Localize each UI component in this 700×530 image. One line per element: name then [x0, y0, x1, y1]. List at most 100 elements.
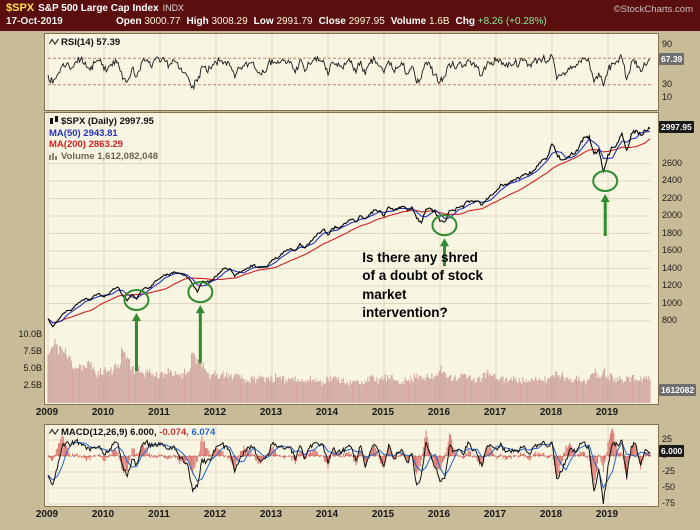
volume-bar	[308, 379, 310, 403]
volume-bar	[391, 374, 393, 403]
volume-bar	[233, 377, 235, 403]
volume-bar	[277, 377, 279, 403]
volume-bar	[515, 377, 517, 403]
volume-bar	[116, 367, 118, 403]
macd-histogram-bar	[275, 450, 276, 456]
volume-bar	[648, 375, 650, 403]
volume-bar	[125, 359, 127, 403]
macd-histogram-bar	[460, 456, 462, 457]
volume-bar	[416, 373, 418, 403]
rsi-legend-label: RSI(14) 57.39	[61, 37, 121, 48]
volume-bar	[485, 378, 487, 403]
volume-axis-tick: 7.5B	[23, 346, 42, 356]
macd-histogram-bar	[594, 456, 596, 480]
volume-bar	[461, 374, 463, 403]
macd-histogram-bar	[58, 443, 59, 456]
macd-histogram-bar	[283, 456, 285, 459]
macd-histogram-bar	[62, 436, 64, 456]
macd-histogram-bar	[76, 453, 78, 456]
macd-histogram-bar	[625, 456, 626, 471]
macd-histogram-bar	[514, 454, 516, 456]
volume-bar	[405, 380, 407, 403]
volume-bar	[203, 368, 205, 403]
volume-bar	[298, 381, 300, 403]
volume-bar	[637, 381, 639, 403]
macd-histogram-bar	[467, 449, 469, 456]
macd-histogram-bar	[341, 456, 343, 457]
volume-current-badge: 1612082	[659, 384, 697, 396]
volume-bar	[381, 376, 383, 403]
macd-histogram-bar	[315, 451, 317, 456]
volume-bar	[566, 377, 568, 403]
macd-histogram-bar	[210, 454, 212, 456]
macd-histogram-bar	[100, 456, 101, 457]
volume-bar	[283, 375, 285, 403]
volume-bar	[319, 380, 321, 403]
volume-bar	[299, 380, 301, 403]
volume-bar	[368, 381, 370, 403]
price-axis-tick: 1000	[662, 297, 683, 308]
volume-bar	[151, 375, 153, 403]
volume-bar	[626, 375, 628, 403]
macd-histogram-bar	[571, 446, 573, 456]
macd-histogram-bar	[202, 442, 204, 456]
macd-histogram-bar	[95, 456, 97, 457]
macd-histogram-bar	[464, 456, 465, 458]
volume-bar	[402, 381, 404, 403]
volume-bar	[290, 378, 292, 403]
high-value: 3008.29	[211, 16, 248, 27]
open-label: Open	[116, 16, 142, 27]
macd-histogram-bar	[205, 447, 206, 456]
macd-histogram-bar	[150, 456, 152, 458]
volume-bar	[369, 375, 371, 403]
macd-histogram-bar	[458, 456, 460, 457]
volume-bar	[584, 380, 586, 403]
volume-bar	[221, 374, 223, 403]
volume-bar	[457, 380, 459, 403]
macd-histogram-bar	[276, 454, 278, 456]
macd-histogram-bar	[215, 447, 217, 456]
macd-histogram-bar	[545, 456, 547, 458]
quote-strip: Open 3000.77 High 3008.29 Low 2991.79 Close…	[110, 16, 547, 27]
macd-histogram-bar	[112, 450, 114, 456]
macd-histogram-bar	[549, 456, 551, 458]
volume-bar	[104, 367, 106, 403]
macd-histogram-bar	[178, 456, 180, 461]
volume-bar	[303, 381, 305, 403]
volume-bar	[398, 383, 400, 403]
macd-histogram-bar	[350, 454, 352, 456]
volume-bar	[257, 378, 259, 403]
macd-histogram-bar	[492, 451, 493, 456]
volume-bar	[410, 376, 412, 403]
chg-value: +8.26 (+0.28%)	[477, 16, 547, 27]
volume-bar	[497, 380, 499, 403]
macd-histogram-bar	[436, 456, 437, 467]
volume-bar	[585, 384, 587, 403]
macd-histogram-bar	[251, 454, 253, 456]
volume-bar	[613, 381, 615, 403]
volume-bar	[334, 376, 336, 403]
volume-bar	[455, 380, 457, 403]
macd-histogram-bar	[179, 456, 181, 464]
volume-bar	[627, 377, 629, 403]
macd-histogram-bar	[74, 454, 76, 456]
volume-bar	[199, 361, 201, 403]
volume-bar	[101, 374, 103, 403]
volume-bar	[577, 380, 579, 403]
volume-bar	[633, 374, 635, 403]
macd-histogram-bar	[110, 454, 112, 456]
open-value: 3000.77	[144, 16, 181, 27]
macd-histogram-bar	[157, 456, 159, 458]
volume-bar	[367, 377, 369, 403]
volume-bar	[517, 382, 519, 403]
macd-histogram-bar	[376, 451, 378, 456]
volume-bar	[49, 350, 51, 403]
volume-bar	[476, 377, 478, 403]
macd-histogram-bar	[370, 450, 372, 456]
volume-bar	[311, 381, 313, 403]
macd-histogram-bar	[140, 446, 142, 456]
volume-bar	[422, 379, 424, 403]
volume-bar	[511, 380, 513, 403]
volume-legend-label: Volume 1,612,082,048	[61, 150, 158, 162]
volume-bar	[480, 381, 482, 403]
